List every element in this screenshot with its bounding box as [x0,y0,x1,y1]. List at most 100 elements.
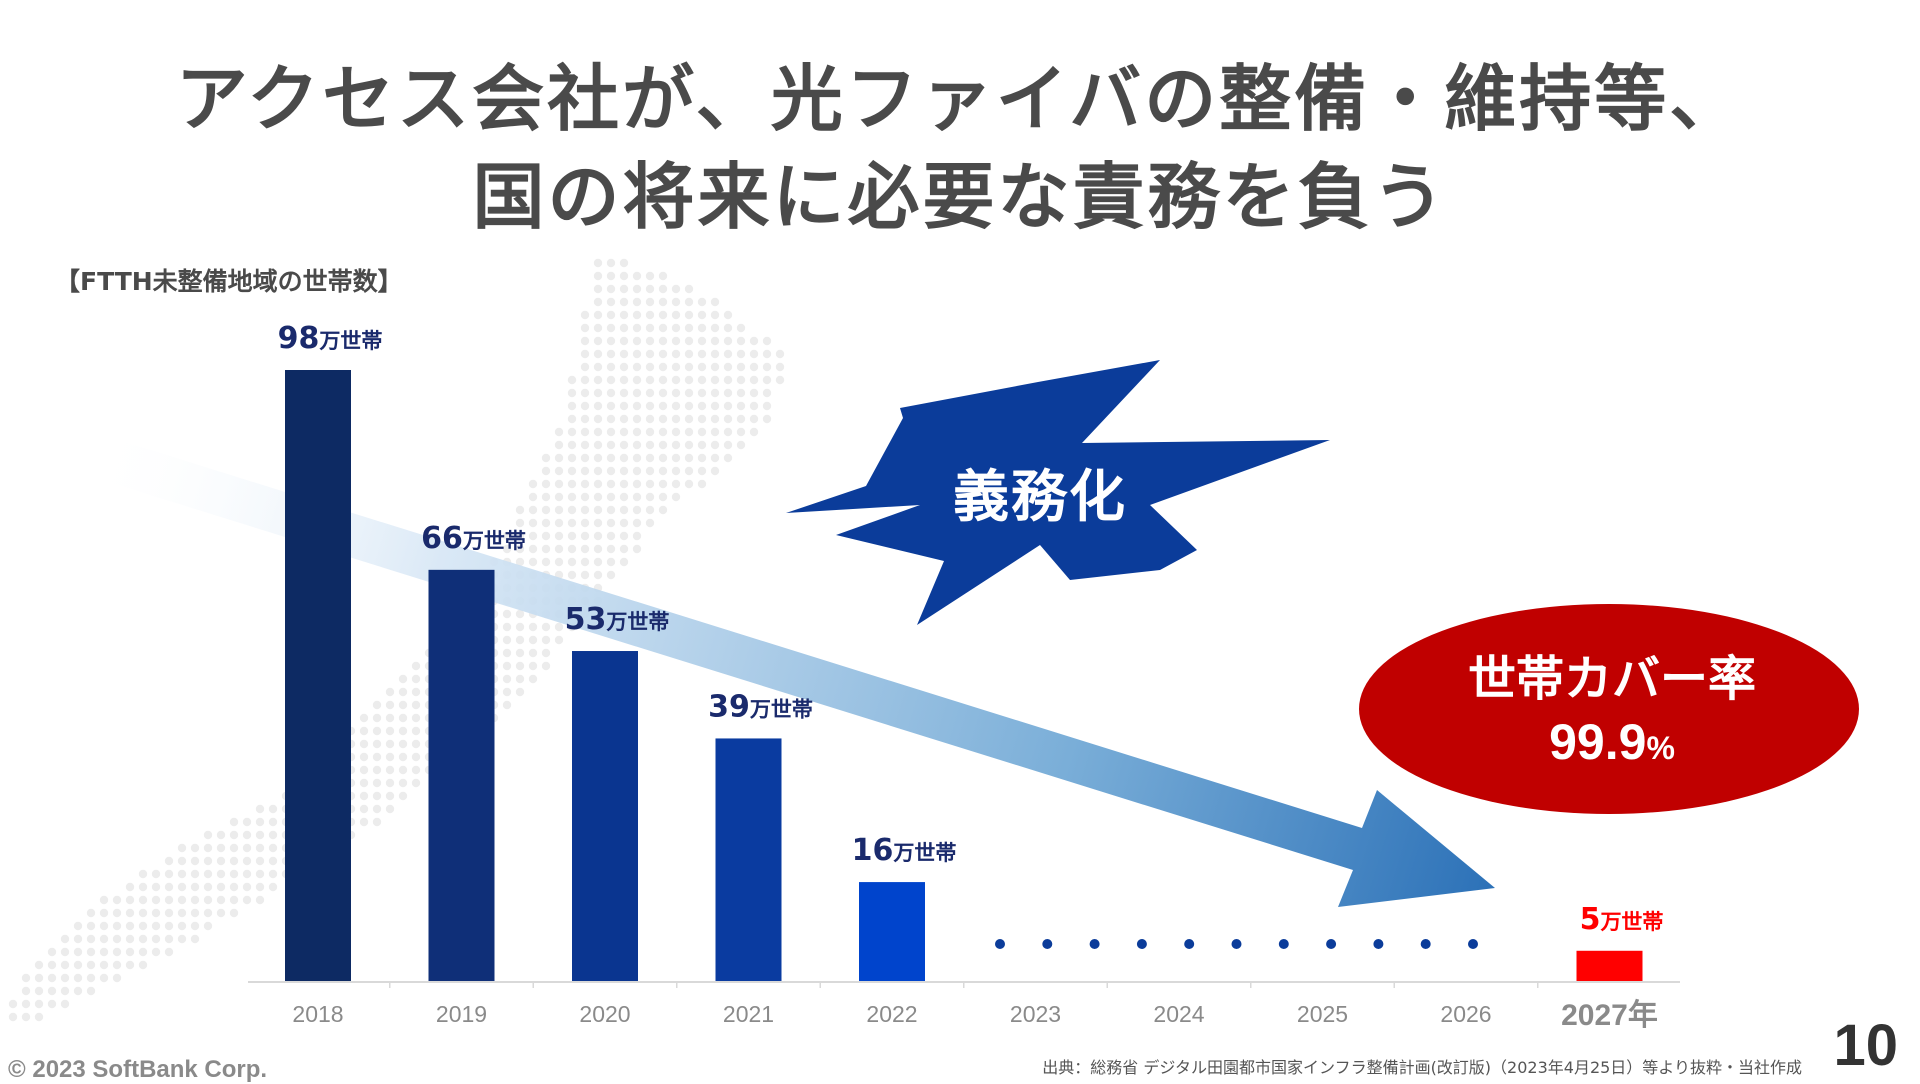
map-dot [632,479,642,489]
map-dot [762,336,772,346]
map-dot [359,817,369,827]
map-dot [658,401,668,411]
map-dot [645,375,655,385]
map-dot [398,791,408,801]
map-dot [619,401,629,411]
map-dot [502,622,512,632]
map-dot [749,414,759,424]
map-dot [593,349,603,359]
map-dot [411,726,421,736]
map-dot [593,531,603,541]
map-dot [216,908,226,918]
map-dot [151,869,161,879]
map-dot [619,440,629,450]
map-dot [34,999,44,1009]
map-dot [385,726,395,736]
coverage-unit: % [1646,730,1675,766]
map-dot [567,414,577,424]
map-dot [372,778,382,788]
map-dot [645,362,655,372]
map-dot [138,869,148,879]
map-dot [502,648,512,658]
map-dot [658,297,668,307]
map-dot [203,908,213,918]
map-dot [736,375,746,385]
gap-dot [1326,939,1337,949]
map-dot [671,310,681,320]
map-dot [632,518,642,528]
map-dot [710,414,720,424]
map-dot [60,999,70,1009]
map-dot [645,310,655,320]
map-dot [398,765,408,775]
map-dot [749,427,759,437]
map-dot [658,466,668,476]
copyright: © 2023 SoftBank Corp. [8,1056,268,1083]
map-dot [684,427,694,437]
map-dot [697,479,707,489]
map-dot [658,505,668,515]
map-dot [216,830,226,840]
map-dot [60,947,70,957]
map-dot [125,921,135,931]
map-dot [541,479,551,489]
map-dot [645,414,655,424]
gap-dot [1278,939,1289,949]
map-dot [632,310,642,320]
map-dot [268,830,278,840]
map-dot [580,505,590,515]
map-dot [697,401,707,411]
map-dot [528,531,538,541]
map-dot [736,323,746,333]
map-dot [632,336,642,346]
map-dot [580,310,590,320]
map-dot [99,934,109,944]
map-dot [580,544,590,554]
tick-label-2026: 2026 [1440,1001,1491,1027]
map-dot [632,401,642,411]
map-dot [112,960,122,970]
map-dot [229,817,239,827]
gap-dot [1468,939,1478,949]
map-dot [138,895,148,905]
map-dot [567,440,577,450]
map-dot [47,947,57,957]
map-dot [710,310,720,320]
map-dot [47,986,57,996]
map-dot [21,973,31,983]
map-dot [541,531,551,541]
map-dot [606,479,616,489]
map-dot [502,531,512,541]
map-dot [242,843,252,853]
map-dot [567,453,577,463]
map-dot [606,453,616,463]
map-dot [112,934,122,944]
map-dot [593,258,603,268]
map-dot [749,336,759,346]
map-dot [567,570,577,580]
map-dot [385,700,395,710]
map-dot [684,323,694,333]
map-dot [710,336,720,346]
map-dot [73,986,83,996]
map-dot [372,726,382,736]
mandate-badge: 義務化 [953,465,1127,530]
map-dot [385,765,395,775]
map-dot [164,934,174,944]
map-dot [60,934,70,944]
tick-label-2023: 2023 [1010,1001,1061,1027]
map-dot [541,661,551,671]
map-dot [138,960,148,970]
map-dot [99,921,109,931]
map-dot [632,492,642,502]
map-dot [619,479,629,489]
gap-dot [1231,939,1242,949]
map-dot [515,531,525,541]
map-dot [723,375,733,385]
map-dot [359,752,369,762]
gap-dot [1042,939,1053,949]
map-dot [190,895,200,905]
map-dot [619,323,629,333]
map-dot [567,518,577,528]
map-dot [229,869,239,879]
